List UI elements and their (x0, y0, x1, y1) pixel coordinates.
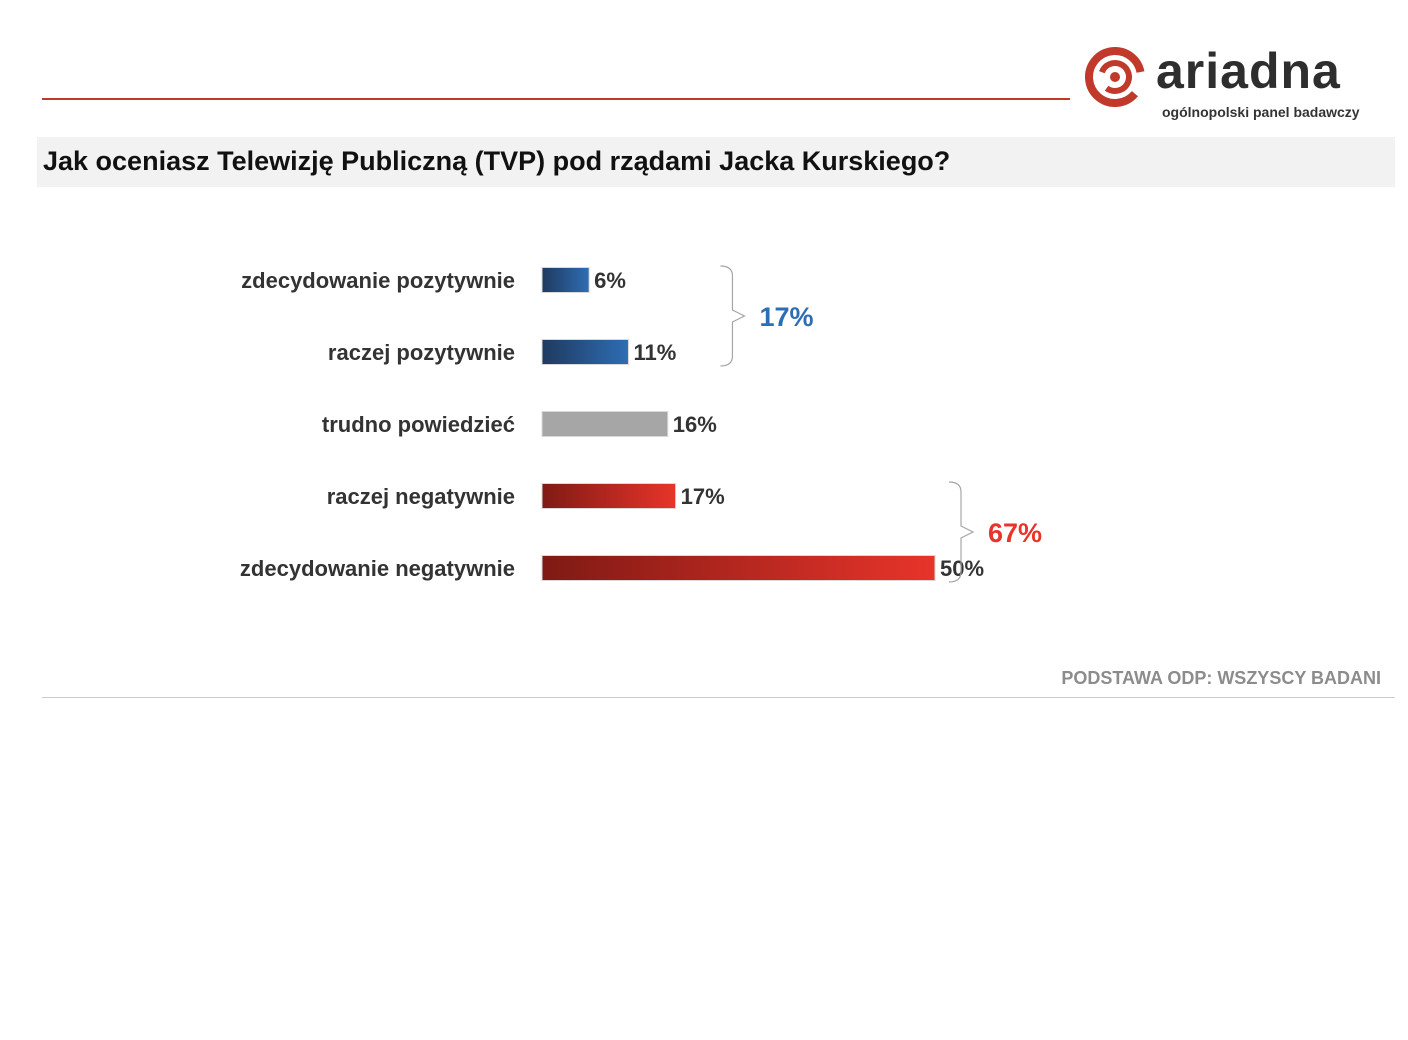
value-label: 50% (940, 556, 984, 581)
footer-rule (42, 697, 1395, 698)
bar-chart: zdecydowanie pozytywnie 6% raczej pozytywn… (240, 265, 1042, 583)
category-label: zdecydowanie negatywnie (240, 556, 515, 581)
header-rule (42, 98, 1070, 100)
title-bar: Jak oceniasz Telewizję Publiczną (TVP) p… (37, 137, 1395, 187)
ariadna-spiral-logo-icon (1085, 47, 1145, 107)
logo-wordmark: ariadna (1156, 43, 1341, 99)
page-title: Jak oceniasz Telewizję Publiczną (TVP) p… (43, 146, 951, 176)
bar (541, 483, 677, 509)
ariadna-logo: ariadna ogólnopolski panel badawczy (1084, 43, 1394, 126)
base-note: PODSTAWA ODP: WSZYSCY BADANI (1061, 668, 1381, 688)
value-label: 16% (673, 412, 717, 437)
bar (541, 267, 590, 293)
category-label: raczej pozytywnie (328, 340, 515, 365)
category-label: trudno powiedzieć (322, 412, 515, 437)
group-bracket (720, 265, 746, 367)
logo-tagline: ogólnopolski panel badawczy (1162, 104, 1360, 120)
category-label: raczej negatywnie (327, 484, 515, 509)
bar (541, 555, 936, 581)
bar (541, 411, 669, 437)
category-label: zdecydowanie pozytywnie (241, 268, 515, 293)
value-label: 6% (594, 268, 626, 293)
group-total-label: 67% (988, 518, 1042, 548)
value-label: 17% (681, 484, 725, 509)
group-total-label: 17% (759, 302, 813, 332)
group-bracket (948, 481, 975, 583)
bar (541, 339, 629, 365)
value-label: 11% (633, 340, 676, 365)
